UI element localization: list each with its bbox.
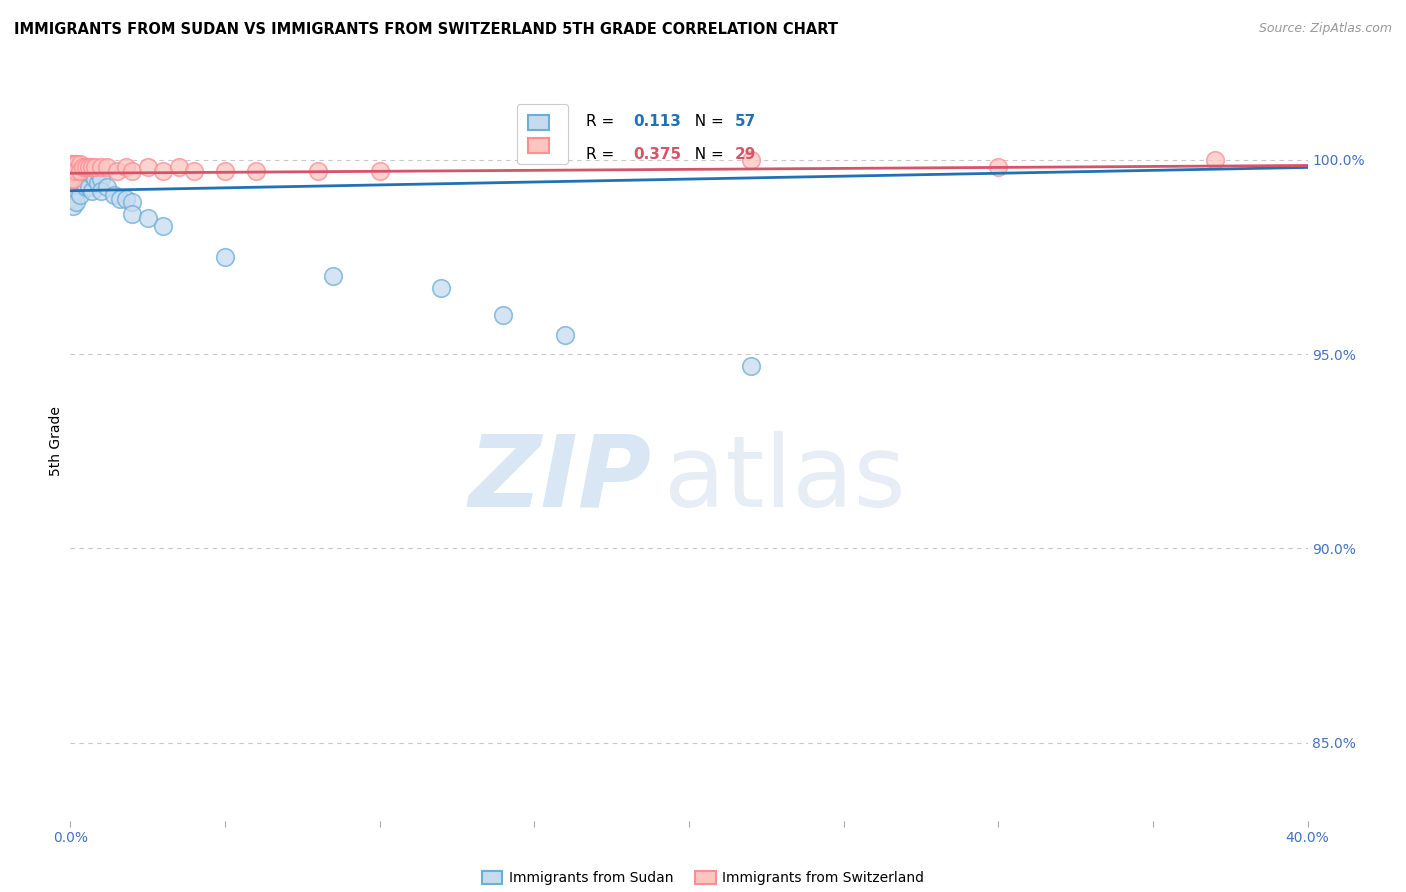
Point [62,199,84,213]
Point [136,161,159,175]
Point [121,164,143,178]
Point [152,219,174,233]
Point [103,187,125,202]
Point [84,172,107,186]
Point [69,161,91,175]
Point [65,164,87,178]
Point [96,161,118,175]
Point [65,172,87,186]
Point [987,161,1010,175]
Point [108,192,131,206]
Point [62,172,84,186]
Point [65,164,87,178]
Point [59,172,82,186]
Y-axis label: 5th Grade: 5th Grade [49,407,63,476]
Point [84,161,107,175]
Point [72,164,94,178]
Point [136,211,159,225]
Text: R =: R = [586,114,620,129]
Point [90,184,112,198]
Point [90,172,112,186]
Point [322,269,344,284]
Point [65,156,87,170]
Point [65,195,87,210]
Point [62,156,84,170]
Point [214,250,236,264]
Point [90,161,112,175]
Point [115,192,138,206]
Text: Source: ZipAtlas.com: Source: ZipAtlas.com [1258,22,1392,36]
Point [77,179,100,194]
Point [69,168,91,182]
Point [69,156,91,170]
Point [430,281,453,295]
Point [740,359,762,373]
Point [183,164,205,178]
Text: ZIP: ZIP [468,431,652,528]
Point [740,153,762,167]
Point [62,156,84,170]
Point [72,176,94,190]
Point [75,164,97,178]
Point [77,161,100,175]
Point [554,327,576,342]
Text: 29: 29 [735,147,756,162]
Point [62,192,84,206]
Point [368,164,391,178]
Text: 57: 57 [735,114,756,129]
Point [59,179,82,194]
Point [75,161,97,175]
Point [65,156,87,170]
Text: atlas: atlas [664,431,905,528]
Point [80,161,103,175]
Point [214,164,236,178]
Point [59,156,82,170]
Point [59,192,82,206]
Point [121,195,143,210]
Point [62,164,84,178]
Point [69,176,91,190]
Point [96,179,118,194]
Text: N =: N = [685,114,728,129]
Text: 0.113: 0.113 [633,114,681,129]
Text: 0.375: 0.375 [633,147,682,162]
Point [59,159,82,173]
Point [492,308,515,322]
Point [69,187,91,202]
Point [62,164,84,178]
Text: R =: R = [586,147,620,162]
Point [62,179,84,194]
Point [152,164,174,178]
Point [80,168,103,182]
Point [167,161,190,175]
Text: IMMIGRANTS FROM SUDAN VS IMMIGRANTS FROM SWITZERLAND 5TH GRADE CORRELATION CHART: IMMIGRANTS FROM SUDAN VS IMMIGRANTS FROM… [14,22,838,37]
Point [105,164,128,178]
Legend: Immigrants from Sudan, Immigrants from Switzerland: Immigrants from Sudan, Immigrants from S… [482,871,924,885]
Point [80,184,103,198]
Point [121,207,143,221]
Point [75,179,97,194]
Point [59,172,82,186]
Point [1204,153,1226,167]
Point [72,161,94,175]
Point [307,164,329,178]
Point [59,164,82,178]
Point [115,161,138,175]
Text: N =: N = [685,147,728,162]
Point [62,172,84,186]
Point [69,164,91,178]
Point [87,176,110,190]
Point [77,164,100,178]
Point [245,164,267,178]
Legend: , : , [517,104,568,164]
Point [59,164,82,178]
Point [65,184,87,198]
